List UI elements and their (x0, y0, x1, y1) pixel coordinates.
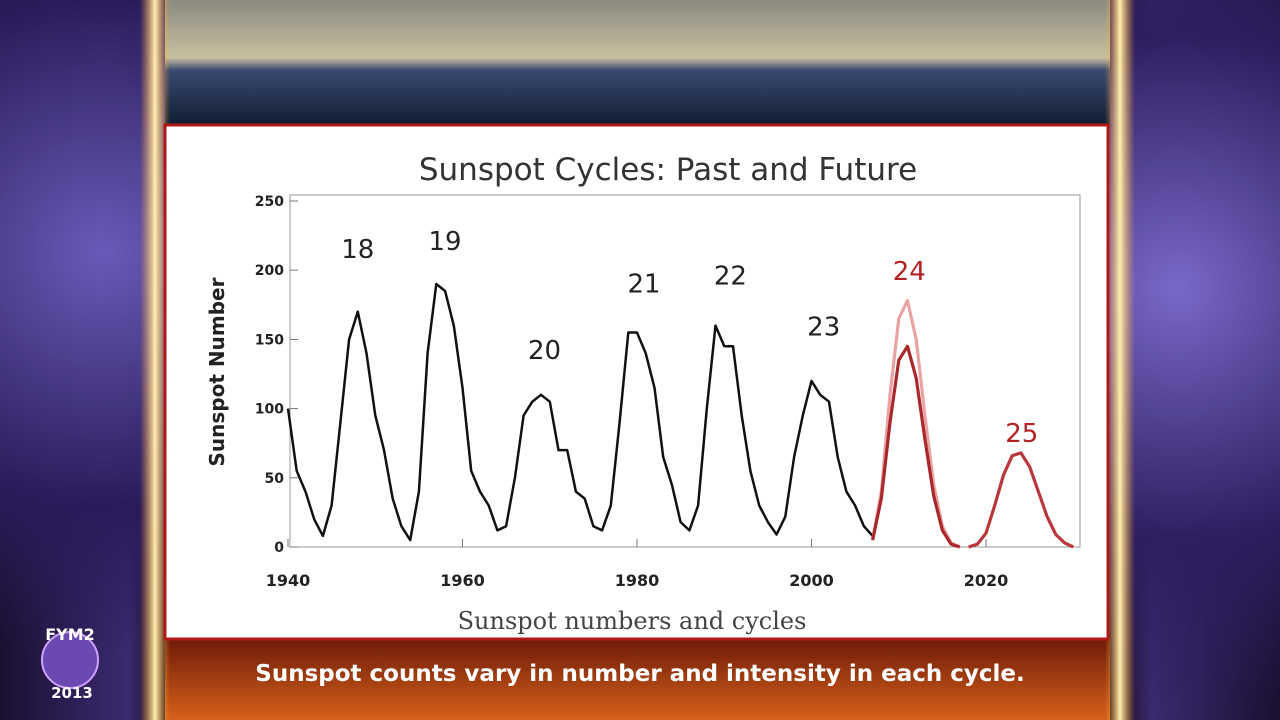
glow-edge (1105, 0, 1135, 720)
series-line (286, 282, 874, 542)
chart-panel (163, 123, 1110, 641)
fire-backdrop (165, 637, 1110, 720)
cycle-label: 24 (893, 257, 926, 287)
logo-text: FYM2 (45, 625, 95, 644)
x-tick-label: 1960 (440, 571, 485, 590)
cycle-label: 20 (528, 336, 561, 366)
cycle-label: 18 (341, 235, 374, 265)
earth-backdrop (165, 0, 1110, 128)
y-tick-label: 150 (255, 332, 284, 348)
series-line (871, 344, 961, 549)
x-tick-label: 2000 (789, 571, 834, 590)
x-tick-label: 2020 (964, 571, 1009, 590)
y-tick-label: 50 (265, 471, 285, 487)
chart-title: Sunspot Cycles: Past and Future (419, 152, 917, 188)
series-line (968, 451, 1074, 549)
logo-year: 2013 (51, 684, 93, 702)
series-line (871, 299, 961, 549)
y-tick-label: 100 (255, 402, 284, 418)
plot-frame (289, 194, 1081, 548)
video-subtitle: Sunspot counts vary in number and intens… (255, 661, 1024, 687)
x-tick-label: 1980 (615, 571, 660, 590)
caption: Sunspot numbers and cycles (458, 607, 807, 635)
y-tick-label: 250 (255, 194, 284, 210)
y-tick-label: 200 (255, 263, 284, 279)
cycle-label: 19 (429, 227, 462, 257)
y-tick-label: 0 (274, 540, 284, 556)
cycle-label: 23 (807, 313, 840, 343)
logo-globe (41, 631, 99, 689)
cycle-label: 25 (1005, 419, 1038, 449)
cycle-label: 22 (714, 261, 747, 291)
y-axis-label: Sunspot Number (205, 277, 229, 466)
cycle-label: 21 (627, 270, 660, 300)
x-tick-label: 1940 (266, 571, 311, 590)
